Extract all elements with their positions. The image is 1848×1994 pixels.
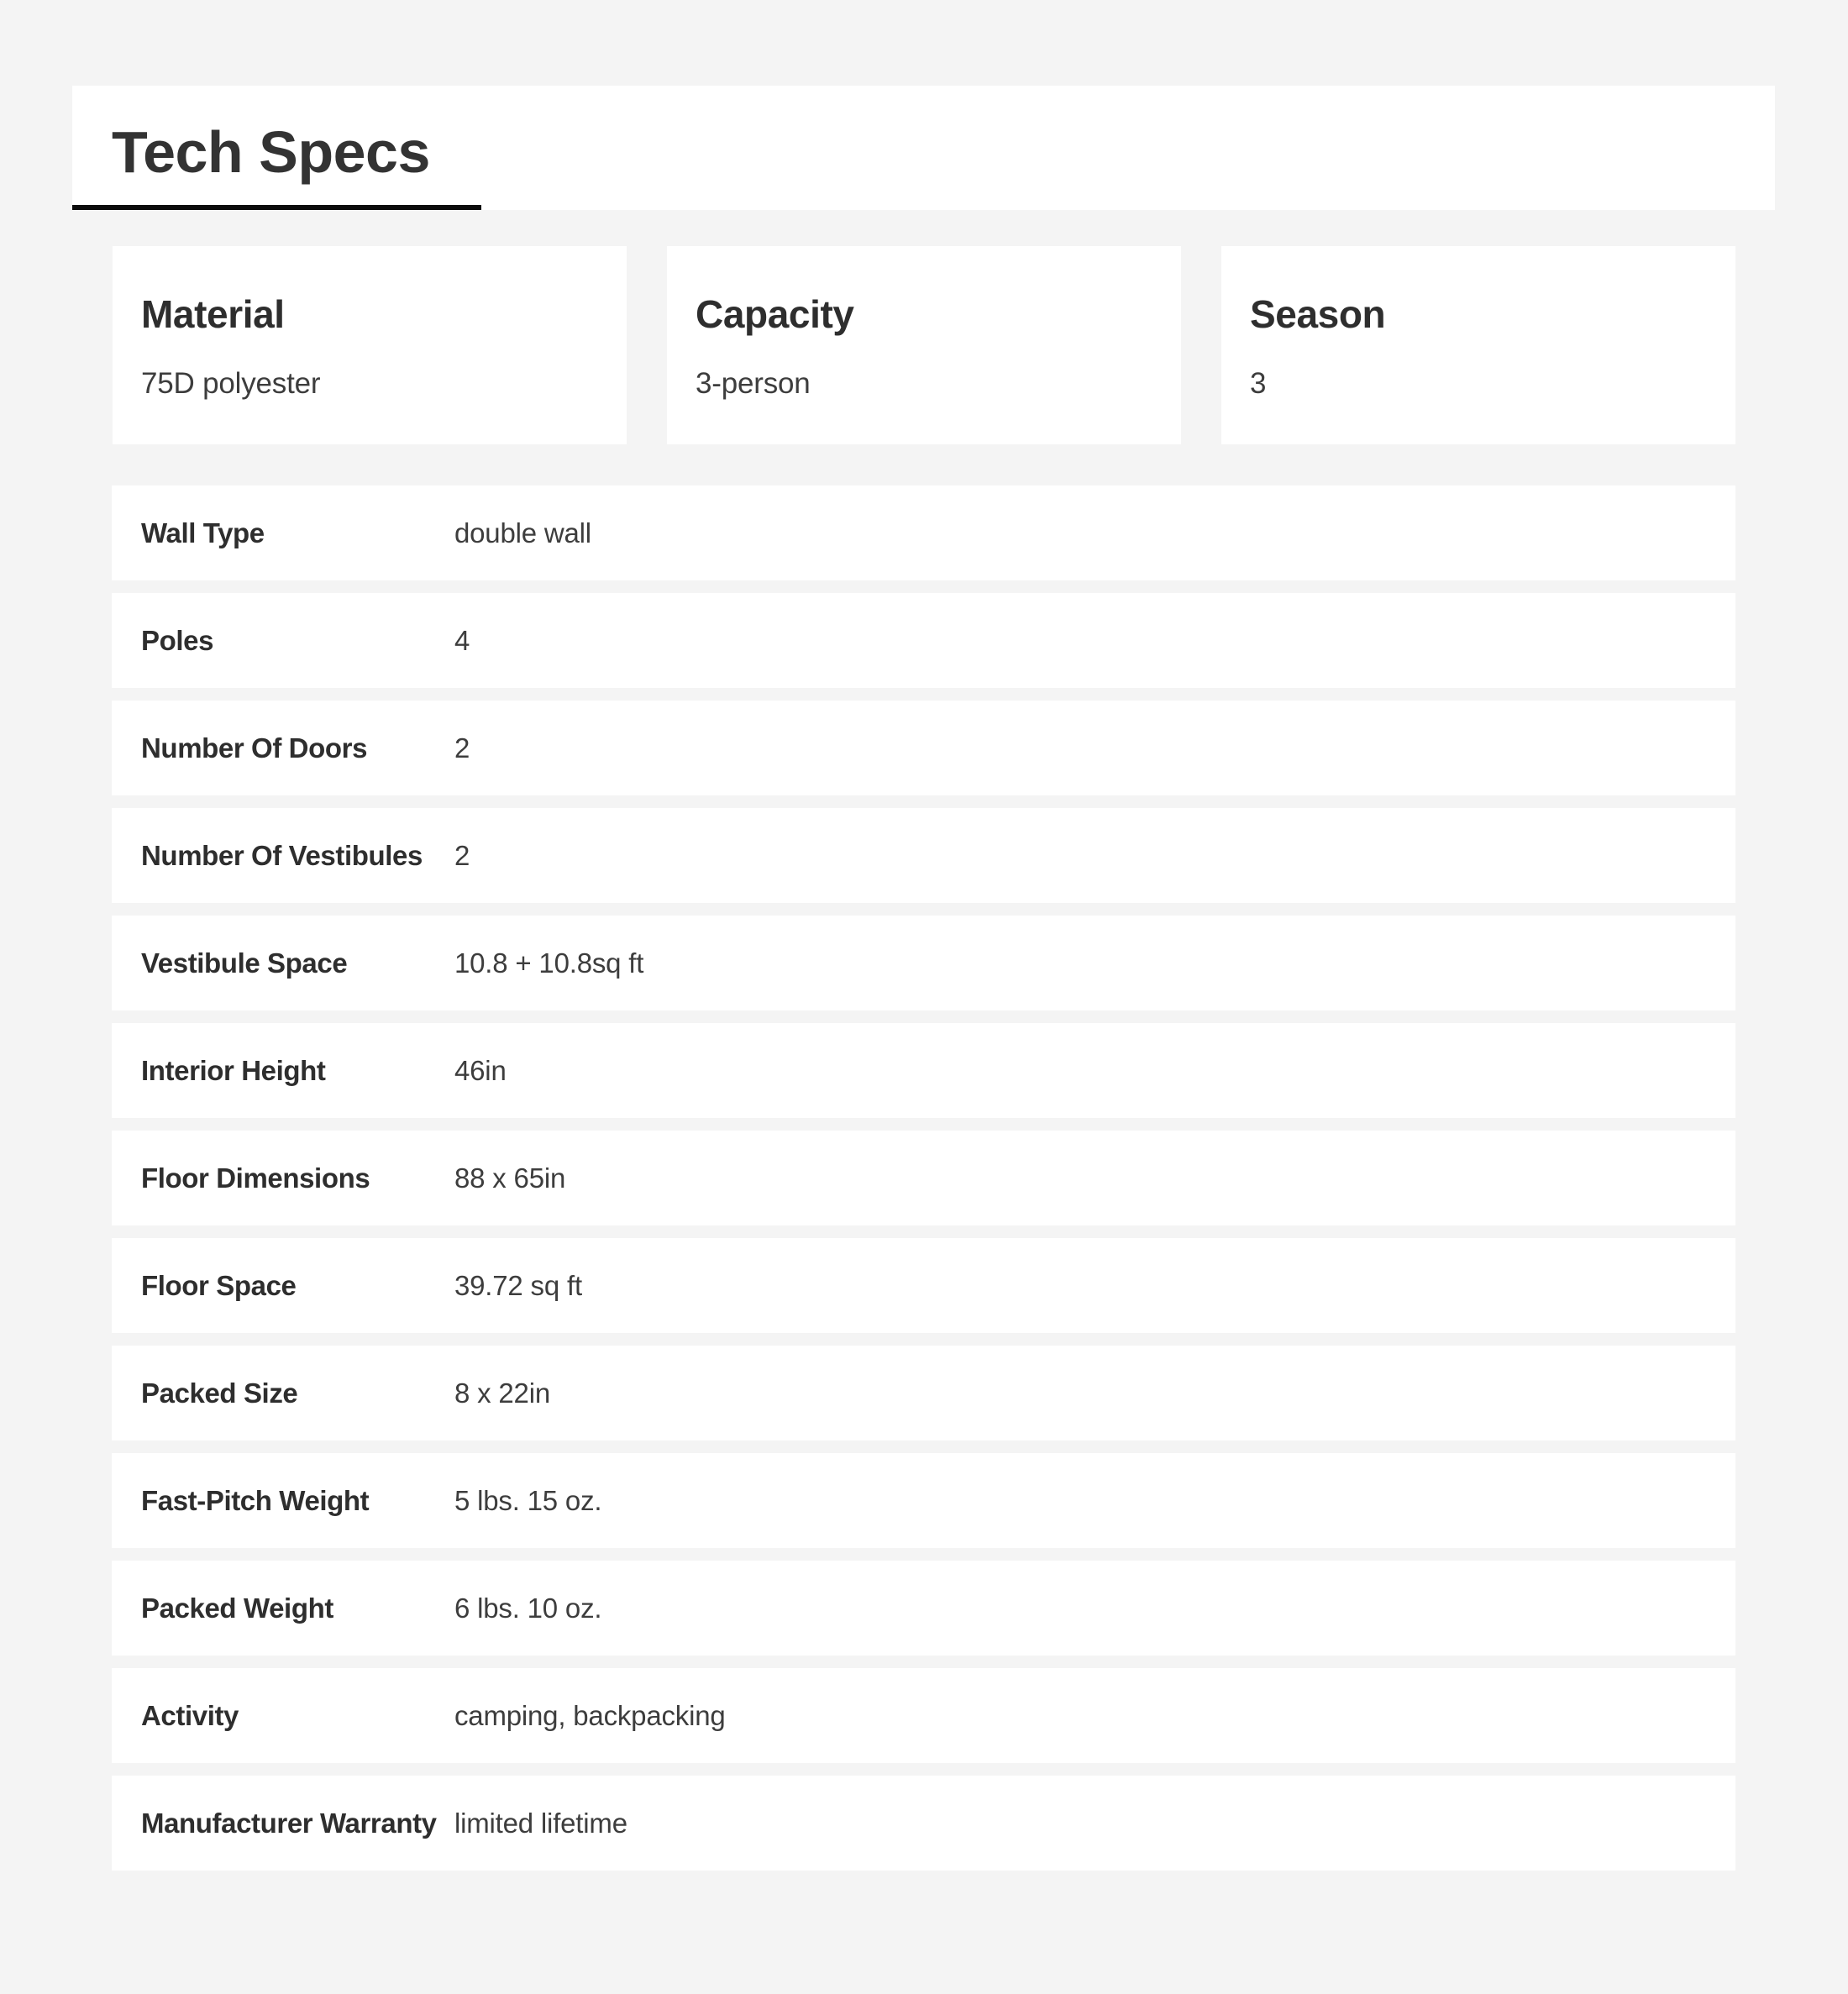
- spec-row: Vestibule Space 10.8 + 10.8sq ft: [112, 916, 1735, 1010]
- spec-row: Number Of Doors 2: [112, 701, 1735, 795]
- spec-value: 39.72 sq ft: [454, 1269, 582, 1301]
- tech-specs-header-bar: Tech Specs: [72, 86, 1775, 210]
- spec-value: double wall: [454, 517, 591, 548]
- spec-value: 4: [454, 624, 470, 656]
- spec-label: Manufacturer Warranty: [141, 1807, 437, 1839]
- spec-label: Wall Type: [141, 517, 265, 548]
- spec-row: Floor Space 39.72 sq ft: [112, 1238, 1735, 1333]
- spec-label: Number Of Vestibules: [141, 839, 423, 871]
- highlight-cards: Material 75D polyester Capacity 3-person…: [113, 246, 1735, 444]
- spec-label: Fast-Pitch Weight: [141, 1484, 370, 1516]
- highlight-card-title: Season: [1250, 292, 1386, 336]
- spec-value: limited lifetime: [454, 1807, 627, 1839]
- spec-label: Packed Size: [141, 1377, 298, 1409]
- spec-row: Interior Height 46in: [112, 1023, 1735, 1118]
- spec-label: Activity: [141, 1699, 239, 1731]
- spec-row: Manufacturer Warranty limited lifetime: [112, 1776, 1735, 1871]
- highlight-card-title: Material: [141, 292, 285, 336]
- spec-value: 6 lbs. 10 oz.: [454, 1592, 602, 1624]
- highlight-card: Season 3: [1221, 246, 1735, 444]
- spec-row: Wall Type double wall: [112, 485, 1735, 580]
- spec-label: Floor Space: [141, 1269, 297, 1301]
- highlight-card-value: 3-person: [696, 366, 811, 400]
- highlight-card: Material 75D polyester: [113, 246, 627, 444]
- spec-row: Floor Dimensions 88 x 65in: [112, 1131, 1735, 1225]
- spec-value: 8 x 22in: [454, 1377, 550, 1409]
- spec-table: Wall Type double wall Poles 4 Number Of …: [112, 485, 1735, 1871]
- highlight-card-title: Capacity: [696, 292, 854, 336]
- spec-value: 2: [454, 839, 470, 871]
- highlight-card-value: 75D polyester: [141, 366, 321, 400]
- title-underline: [72, 205, 481, 210]
- spec-value: 46in: [454, 1054, 507, 1086]
- spec-row: Packed Weight 6 lbs. 10 oz.: [112, 1561, 1735, 1656]
- spec-row: Number Of Vestibules 2: [112, 808, 1735, 903]
- spec-row: Packed Size 8 x 22in: [112, 1346, 1735, 1440]
- spec-label: Number Of Doors: [141, 732, 368, 763]
- spec-row: Poles 4: [112, 593, 1735, 688]
- spec-label: Floor Dimensions: [141, 1162, 370, 1194]
- spec-value: 5 lbs. 15 oz.: [454, 1484, 602, 1516]
- page-title: Tech Specs: [112, 119, 430, 185]
- spec-label: Poles: [141, 624, 214, 656]
- spec-label: Vestibule Space: [141, 947, 348, 979]
- spec-value: 2: [454, 732, 470, 763]
- spec-label: Interior Height: [141, 1054, 326, 1086]
- spec-label: Packed Weight: [141, 1592, 333, 1624]
- highlight-card-value: 3: [1250, 366, 1267, 400]
- spec-row: Fast-Pitch Weight 5 lbs. 15 oz.: [112, 1453, 1735, 1548]
- highlight-card: Capacity 3-person: [667, 246, 1181, 444]
- spec-row: Activity camping, backpacking: [112, 1668, 1735, 1763]
- spec-value: 88 x 65in: [454, 1162, 566, 1194]
- spec-value: camping, backpacking: [454, 1699, 726, 1731]
- spec-value: 10.8 + 10.8sq ft: [454, 947, 644, 979]
